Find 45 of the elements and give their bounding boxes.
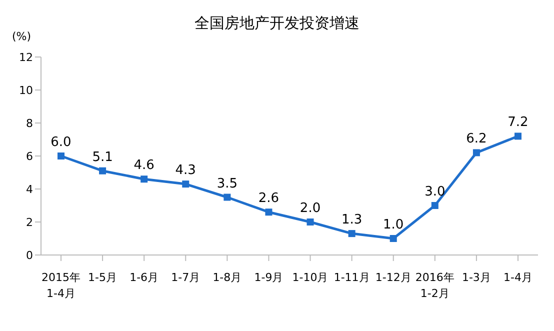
- y-axis-title: (%): [12, 30, 32, 43]
- y-tick-label: 8: [26, 116, 33, 130]
- point: [182, 180, 190, 188]
- x-tick-label: 1-7月: [171, 271, 200, 284]
- x-tick-label: 1-12月: [375, 271, 412, 284]
- data-label: 2.0: [300, 201, 321, 216]
- point: [431, 202, 438, 209]
- point: [224, 194, 231, 201]
- point: [390, 235, 397, 242]
- point: [265, 208, 272, 216]
- x-tick-label: 1-5月: [88, 271, 118, 284]
- data-label: 4.3: [175, 163, 196, 178]
- x-tick-label: 1-10月: [292, 271, 328, 284]
- point: [58, 152, 64, 160]
- data-label: 6.0: [50, 135, 72, 150]
- y-tick-label: 4: [26, 182, 33, 196]
- x-tick-label: 2016年 1-2月: [415, 271, 454, 300]
- y-tick-label: 12: [19, 50, 33, 64]
- data-label: 5.1: [92, 150, 113, 165]
- y-tick-label: 0: [26, 248, 33, 262]
- point: [140, 176, 148, 183]
- chart-title: 全国房地产开发投资增速: [194, 14, 360, 32]
- data-label: 7.2: [508, 115, 528, 130]
- data-label: 4.6: [134, 158, 154, 174]
- y-tick-label: 10: [19, 84, 33, 97]
- point: [348, 230, 356, 238]
- data-label: 3.0: [424, 184, 446, 200]
- data-label: 2.6: [258, 191, 280, 206]
- data-label: 6.2: [466, 132, 487, 147]
- point: [99, 167, 106, 174]
- y-tick-label: 6: [26, 150, 33, 163]
- point: [306, 218, 314, 226]
- data-label: 3.5: [216, 176, 238, 192]
- point: [514, 132, 522, 140]
- x-tick-label: 1-11月: [334, 271, 370, 284]
- x-tick-label: 2015年 1-4月: [42, 271, 80, 300]
- x-tick-label: 1-3月: [462, 271, 491, 284]
- x-tick-label: 1-4月: [504, 271, 532, 284]
- data-label: 1.0: [383, 218, 404, 232]
- y-tick-label: 2: [26, 216, 33, 229]
- x-tick-label: 1-6月: [130, 271, 159, 284]
- x-tick-label: 1-8月: [212, 271, 242, 284]
- point: [472, 149, 480, 156]
- data-label: 1.3: [341, 212, 362, 228]
- x-tick-label: 1-9月: [254, 271, 284, 284]
